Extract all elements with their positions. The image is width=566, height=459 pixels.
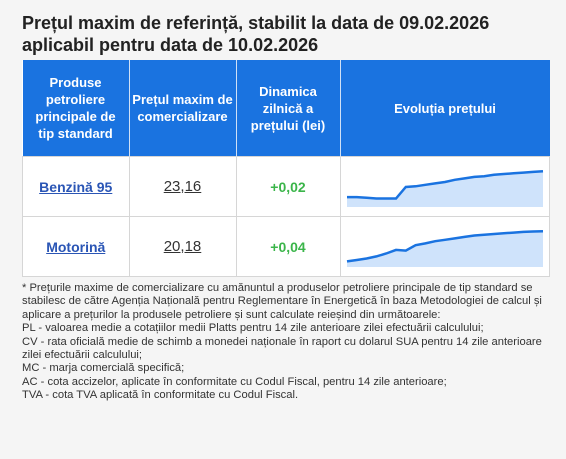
price-trend-chart <box>346 169 543 207</box>
change-value: +0,04 <box>270 238 306 255</box>
title-line-2: aplicabil pentru data de 10.02.2026 <box>22 35 319 55</box>
footnote-intro: * Prețurile maxime de comercializare cu … <box>22 282 542 321</box>
price-cell: 23,16 <box>129 156 237 217</box>
table-row: Motorină 20,18 +0,04 <box>22 216 550 277</box>
footnote-tva: TVA - cota TVA aplicată în conformitate … <box>22 389 299 402</box>
trend-line <box>346 229 543 263</box>
header-change: Dinamica zilnică a prețului (lei) <box>236 60 341 157</box>
header-price-label: Prețul maxim de comercializare <box>132 92 233 124</box>
header-product-label: Produse petroliere principale de tip sta… <box>35 75 116 141</box>
footnote-mc: MC - marja comercială specifică; <box>22 362 185 375</box>
header-evolution-label: Evoluția prețului <box>394 100 496 116</box>
price-value: 20,18 <box>163 238 202 255</box>
header-evolution: Evoluția prețului <box>340 60 550 157</box>
evolution-cell <box>340 156 550 217</box>
footnotes: * Prețurile maxime de comercializare cu … <box>22 282 552 403</box>
header-change-label: Dinamica zilnică a prețului (lei) <box>250 83 326 133</box>
change-value: +0,02 <box>270 178 306 195</box>
price-trend-chart <box>346 229 543 267</box>
price-cell: 20,18 <box>129 216 237 277</box>
page-title: Prețul maxim de referință, stabilit la d… <box>22 12 552 56</box>
prices-table: Produse petroliere principale de tip sta… <box>22 60 550 277</box>
trend-area <box>346 230 543 267</box>
title-line-1: Prețul maxim de referință, stabilit la d… <box>22 13 490 33</box>
table-row: Benzină 95 23,16 +0,02 <box>22 156 550 217</box>
footnote-cv: CV - rata oficială medie de schimb a mon… <box>22 335 542 362</box>
product-cell: Motorină <box>22 216 130 277</box>
product-link-benzina[interactable]: Benzină 95 <box>39 178 113 195</box>
price-value: 23,16 <box>163 178 202 195</box>
table-header-row: Produse petroliere principale de tip sta… <box>22 60 550 157</box>
evolution-cell <box>340 216 550 277</box>
footnote-pl: PL - valoarea medie a cotațiilor medii P… <box>22 322 484 335</box>
change-cell: +0,02 <box>236 156 341 217</box>
footnote-ac: AC - cota accizelor, aplicate în conform… <box>22 375 447 388</box>
product-cell: Benzină 95 <box>22 156 130 217</box>
header-price: Prețul maxim de comercializare <box>129 60 237 157</box>
change-cell: +0,04 <box>236 216 341 277</box>
trend-area <box>346 170 543 207</box>
product-link-motorina[interactable]: Motorină <box>46 238 106 255</box>
trend-line <box>346 169 543 200</box>
header-product: Produse petroliere principale de tip sta… <box>22 60 130 157</box>
